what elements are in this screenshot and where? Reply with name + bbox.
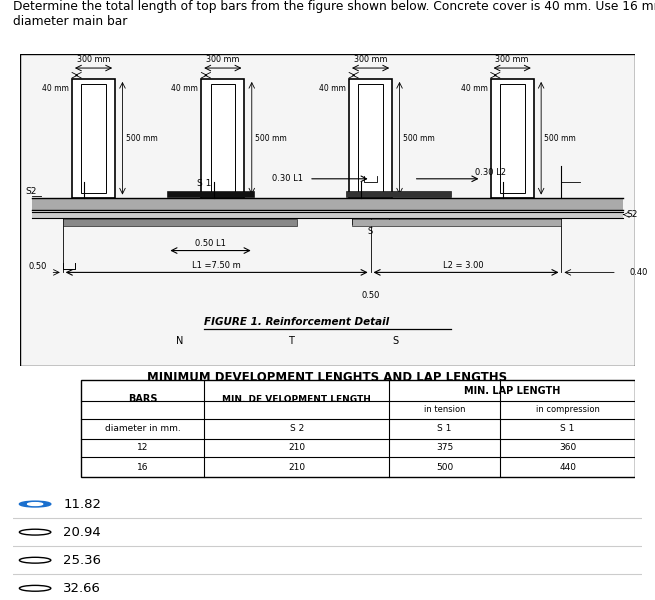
Text: 0.30 L1: 0.30 L1 <box>272 174 303 183</box>
Text: 20.94: 20.94 <box>64 526 101 539</box>
Text: 300 mm: 300 mm <box>495 55 529 64</box>
Text: 300 mm: 300 mm <box>77 55 110 64</box>
Bar <box>349 79 392 197</box>
Text: diameter in mm.: diameter in mm. <box>105 424 181 433</box>
Text: 16: 16 <box>137 463 149 472</box>
Text: N: N <box>176 336 183 346</box>
Text: 500 mm: 500 mm <box>126 134 157 143</box>
Text: 500: 500 <box>436 463 453 472</box>
Text: 12: 12 <box>137 443 149 452</box>
Text: in compression: in compression <box>536 406 599 415</box>
Text: S 2: S 2 <box>290 424 304 433</box>
Text: S: S <box>368 227 373 236</box>
Text: BARS: BARS <box>128 394 158 404</box>
Text: 0.50: 0.50 <box>29 262 47 271</box>
Text: 360: 360 <box>559 443 576 452</box>
Circle shape <box>20 501 51 507</box>
Text: 500 mm: 500 mm <box>544 134 576 143</box>
Text: S: S <box>392 336 398 346</box>
Bar <box>32 197 623 210</box>
Text: 40 mm: 40 mm <box>172 83 198 92</box>
Text: 375: 375 <box>436 443 453 452</box>
Bar <box>210 83 235 193</box>
Text: S 1: S 1 <box>197 179 212 188</box>
Text: 500 mm: 500 mm <box>403 134 434 143</box>
Bar <box>63 220 297 226</box>
Text: MIN. LAP LENGTH: MIN. LAP LENGTH <box>464 386 561 395</box>
Bar <box>500 83 525 193</box>
Text: S 1: S 1 <box>438 424 452 433</box>
Bar <box>491 79 534 197</box>
Text: L2 = 3.00: L2 = 3.00 <box>443 261 483 270</box>
Circle shape <box>28 503 43 505</box>
Text: in tension: in tension <box>424 406 465 415</box>
Text: 440: 440 <box>559 463 576 472</box>
Bar <box>168 191 253 197</box>
Text: 210: 210 <box>288 443 305 452</box>
Bar <box>352 220 561 226</box>
Text: MINIMUM DEVELOPMENT LENGHTS AND LAP LENGTHS: MINIMUM DEVELOPMENT LENGHTS AND LAP LENG… <box>147 371 508 383</box>
Text: 40 mm: 40 mm <box>319 83 346 92</box>
Bar <box>201 79 244 197</box>
Text: Determine the total length of top bars from the figure shown below. Concrete cov: Determine the total length of top bars f… <box>13 0 655 28</box>
Bar <box>81 83 106 193</box>
Bar <box>81 380 635 477</box>
Text: S2: S2 <box>626 210 637 219</box>
Text: 40 mm: 40 mm <box>42 83 69 92</box>
Text: 300 mm: 300 mm <box>354 55 387 64</box>
Text: 40 mm: 40 mm <box>460 83 487 92</box>
Text: 300 mm: 300 mm <box>206 55 240 64</box>
Text: 11.82: 11.82 <box>64 497 102 511</box>
Text: 32.66: 32.66 <box>64 582 102 595</box>
Text: 25.36: 25.36 <box>64 554 102 567</box>
Bar <box>72 79 115 197</box>
Bar <box>358 83 383 193</box>
Text: S 1: S 1 <box>561 424 575 433</box>
Text: 210: 210 <box>288 463 305 472</box>
Bar <box>346 191 451 197</box>
Text: 0.30 L2: 0.30 L2 <box>476 168 506 177</box>
Text: 0.40: 0.40 <box>629 268 648 277</box>
Text: 0.50: 0.50 <box>362 291 380 300</box>
Text: 500 mm: 500 mm <box>255 134 287 143</box>
Text: MIN. DE VELOPMENT LENGTH: MIN. DE VELOPMENT LENGTH <box>222 395 371 404</box>
Text: S2: S2 <box>26 187 37 196</box>
Bar <box>32 212 623 218</box>
Text: L1 =7.50 m: L1 =7.50 m <box>193 261 241 270</box>
Text: T: T <box>288 336 293 346</box>
Text: FIGURE 1. Reinforcement Detail: FIGURE 1. Reinforcement Detail <box>204 317 390 328</box>
Text: 0.50 L1: 0.50 L1 <box>195 239 226 248</box>
